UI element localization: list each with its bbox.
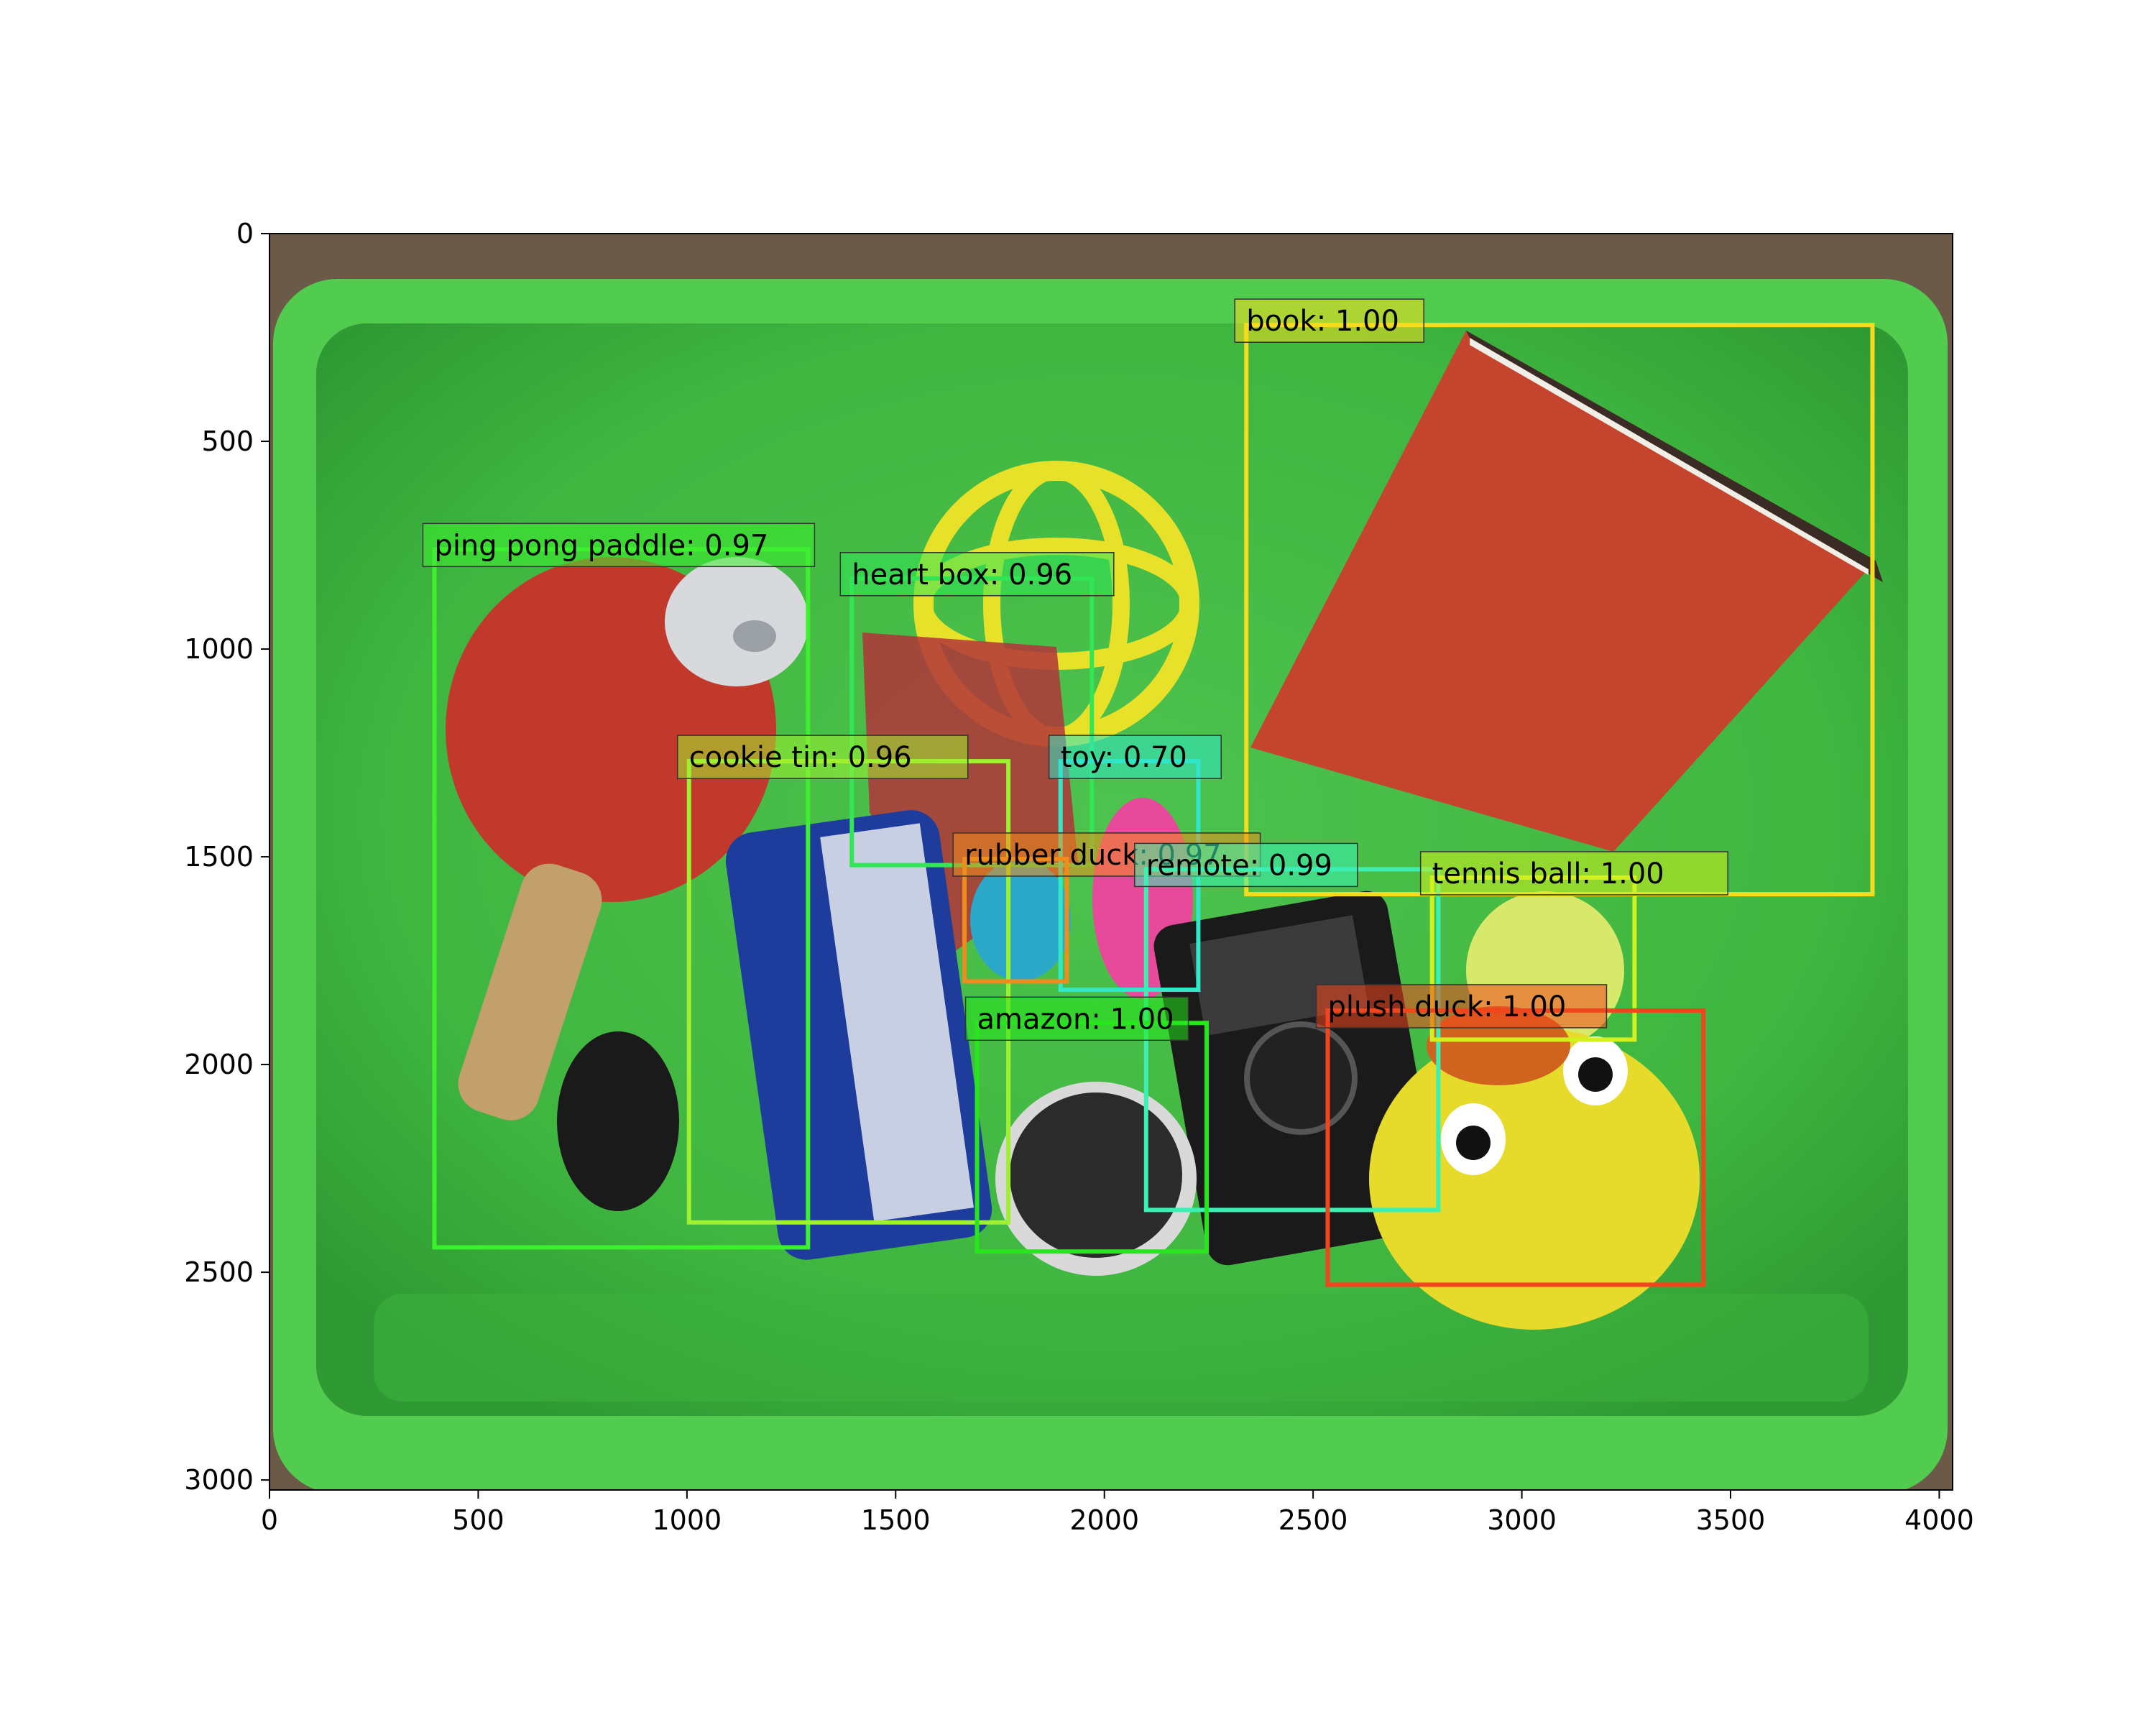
- x-tick-label: 0: [261, 1504, 278, 1536]
- detection-ping-pong-paddle: ping pong paddle: 0.97: [422, 523, 816, 1250]
- detections: book: 1.00 ping pong paddle: 0.97 heart bo…: [422, 298, 1875, 1287]
- x-tick-label: 1500: [861, 1504, 931, 1536]
- axes-frame: [269, 233, 1953, 1491]
- detection-label: amazon: 1.00: [977, 1003, 1174, 1036]
- y-axis: 0 500 1000 1500 2000 2500 3000: [184, 218, 270, 1496]
- detection-tennis-ball: tennis ball: 1.00: [1419, 851, 1728, 1042]
- label-background: [1234, 298, 1424, 343]
- echo-dot: [995, 1082, 1197, 1276]
- cookie-tin: [725, 810, 992, 1260]
- x-tick-label: 2500: [1279, 1504, 1348, 1536]
- label-background: [1315, 984, 1608, 1029]
- detection-label: plush duck: 1.00: [1327, 990, 1566, 1024]
- detection-plush-duck: plush duck: 1.00: [1315, 984, 1706, 1287]
- y-tick-label: 1000: [184, 633, 254, 665]
- label-background: [1134, 842, 1358, 888]
- x-tick-label: 500: [452, 1504, 505, 1536]
- label-background: [839, 552, 1115, 597]
- label-background: [1419, 851, 1728, 896]
- x-tick-label: 3000: [1487, 1504, 1557, 1536]
- x-tick-label: 2000: [1069, 1504, 1139, 1536]
- black-koozie: [557, 1031, 679, 1211]
- x-tick-label: 3500: [1696, 1504, 1766, 1536]
- x-tick-label: 4000: [1904, 1504, 1974, 1536]
- detection-cookie-tin: cookie tin: 0.96: [677, 735, 1011, 1225]
- y-tick-label: 500: [201, 426, 254, 457]
- y-tick-label: 0: [236, 218, 254, 249]
- x-axis: 0 500 1000 1500 2000 2500 3000 3500 4000: [261, 1490, 1974, 1536]
- label-background: [422, 523, 816, 568]
- soda-can: [665, 557, 808, 686]
- detection-amazon: amazon: 1.00: [964, 996, 1210, 1254]
- detection-label: toy: 0.70: [1061, 741, 1187, 774]
- x-tick-label: 1000: [652, 1504, 722, 1536]
- y-tick-label: 3000: [184, 1464, 254, 1496]
- rubber-duck: [970, 859, 1071, 981]
- detection-book: book: 1.00: [1234, 298, 1875, 897]
- red-book: [1250, 331, 1883, 852]
- y-tick-label: 1500: [184, 841, 254, 873]
- detection-label: tennis ball: 1.00: [1432, 857, 1664, 891]
- y-tick-label: 2000: [184, 1049, 254, 1080]
- detection-heart-box: heart box: 0.96: [839, 552, 1115, 868]
- detection-remote: remote: 0.99: [1134, 842, 1441, 1213]
- y-tick-label: 2500: [184, 1256, 254, 1288]
- detection-label: ping pong paddle: 0.97: [434, 529, 768, 562]
- detection-label: cookie tin: 0.96: [689, 741, 912, 774]
- detection-label: book: 1.00: [1246, 305, 1399, 338]
- label-background: [677, 735, 969, 779]
- label-background: [964, 996, 1189, 1041]
- detection-label: heart box: 0.96: [852, 558, 1072, 592]
- label-background: [1048, 735, 1222, 779]
- detection-label: remote: 0.99: [1146, 849, 1332, 882]
